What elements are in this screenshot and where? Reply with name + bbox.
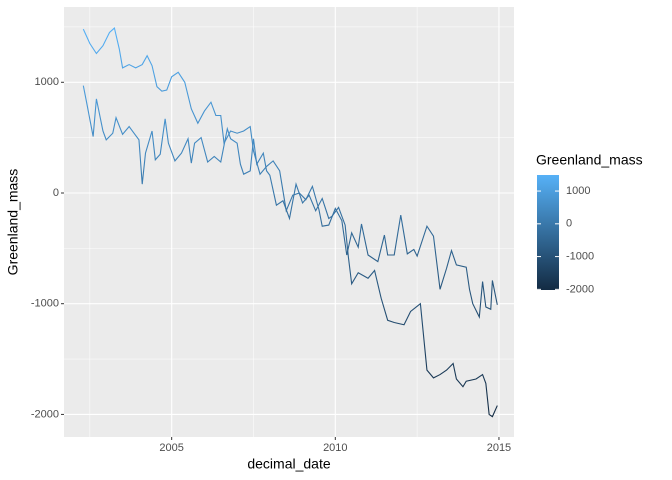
colorbar-label: 0 [566, 218, 572, 230]
legend-title: Greenland_mass [536, 152, 643, 168]
y-tick-label: -1000 [31, 298, 59, 310]
y-tick-label: -2000 [31, 408, 59, 420]
x-tick-label: 2015 [487, 442, 511, 454]
panel [64, 7, 514, 437]
y-tick-label: 1000 [35, 76, 59, 88]
data-line [82, 85, 498, 418]
colorbar [537, 175, 559, 290]
colorbar-label: -2000 [566, 283, 594, 295]
x-tick-label: 2010 [323, 442, 347, 454]
x-tick-label: 2005 [159, 442, 183, 454]
colorbar-label: 1000 [566, 185, 590, 197]
x-axis-label: decimal_date [247, 456, 330, 472]
data-line [82, 27, 498, 319]
colorbar-label: -1000 [566, 250, 594, 262]
y-axis-label: Greenland_mass [5, 169, 21, 276]
y-tick-label: 0 [53, 187, 59, 199]
